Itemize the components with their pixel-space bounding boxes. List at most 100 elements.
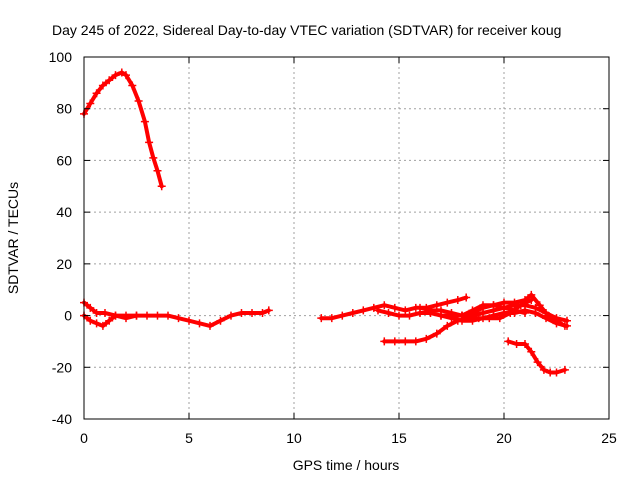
data-point (395, 311, 403, 320)
data-point (416, 303, 424, 312)
data-point (437, 311, 445, 320)
data-point (401, 306, 410, 315)
data-point (98, 321, 107, 330)
data-point (479, 303, 487, 312)
data-point (432, 301, 441, 310)
data-point (380, 337, 389, 346)
series-arc-8 (458, 290, 569, 330)
data-point (86, 316, 95, 325)
data-point (327, 314, 336, 323)
data-point (552, 368, 561, 377)
data-point (145, 138, 154, 147)
data-point (447, 314, 456, 323)
series-arc-3 (80, 311, 141, 330)
data-point (468, 308, 477, 317)
data-point (111, 71, 120, 80)
data-point (552, 319, 561, 328)
data-point (458, 316, 466, 325)
data-point (174, 314, 183, 323)
data-point (489, 311, 498, 320)
data-point (531, 308, 540, 317)
data-point (432, 329, 441, 338)
axis-ticks: 0 5 10 15 20 25 -40 -20 0 20 40 60 80 100 (49, 49, 617, 446)
data-point (390, 303, 399, 312)
data-point (338, 311, 347, 320)
data-point (422, 334, 431, 343)
data-point (500, 308, 508, 317)
y-tick-label: -40 (52, 411, 72, 427)
data-point (105, 316, 114, 325)
data-point (227, 311, 235, 320)
data-point (134, 96, 143, 105)
data-point (317, 314, 326, 323)
data-point (359, 306, 368, 315)
data-point (390, 337, 399, 346)
series-arc-2 (80, 298, 273, 330)
data-point (468, 316, 477, 325)
y-tick-label: 40 (56, 204, 72, 220)
data-point (426, 306, 435, 315)
y-tick-label: 60 (56, 152, 72, 168)
data-point (105, 76, 114, 85)
data-point (164, 311, 172, 320)
data-point (111, 311, 120, 320)
series-arc-9 (437, 306, 571, 330)
data-point (443, 321, 452, 330)
y-tick-label: 80 (56, 101, 72, 117)
data-point (86, 303, 95, 312)
data-point (122, 71, 130, 80)
data-point (92, 319, 101, 328)
y-tick-label: 0 (64, 308, 72, 324)
y-tick-label: 20 (56, 256, 72, 272)
data-point (237, 308, 246, 317)
data-point (92, 308, 101, 317)
data-point (369, 303, 378, 312)
data-point (101, 308, 109, 317)
data-point (374, 306, 382, 315)
data-point (143, 311, 151, 320)
data-point (380, 301, 389, 310)
data-point (527, 347, 536, 356)
data-point (117, 68, 126, 77)
data-point (140, 117, 149, 126)
data-point (533, 358, 542, 367)
data-series (80, 68, 571, 377)
data-point (348, 308, 357, 317)
data-point (539, 365, 548, 374)
data-point (510, 308, 519, 317)
data-point (264, 306, 273, 315)
data-point (504, 337, 513, 346)
y-axis-label: SDTVAR / TECUs (5, 182, 21, 294)
data-point (248, 308, 256, 317)
data-point (132, 311, 141, 320)
data-point (535, 301, 544, 310)
y-tick-label: 100 (49, 49, 73, 65)
series-arc-10 (504, 337, 569, 377)
data-point (98, 81, 107, 90)
data-point (157, 182, 166, 191)
data-point (195, 319, 204, 328)
grid-lines (84, 57, 609, 419)
plot-frame (83, 56, 610, 420)
series-line (82, 70, 164, 189)
data-point (92, 89, 101, 98)
data-point (401, 337, 410, 346)
data-point (258, 308, 267, 317)
x-tick-label: 0 (80, 430, 88, 446)
data-point (149, 153, 158, 162)
data-point (453, 296, 462, 305)
data-point (521, 340, 529, 349)
chart-title: Day 245 of 2022, Sidereal Day-to-day VTE… (52, 22, 561, 38)
x-tick-label: 15 (391, 430, 407, 446)
x-tick-label: 10 (286, 430, 302, 446)
data-point (153, 311, 162, 320)
data-point (542, 314, 550, 323)
data-point (512, 340, 521, 349)
data-point (500, 298, 508, 307)
series-arc-1 (80, 68, 166, 191)
x-tick-label: 25 (601, 430, 617, 446)
data-point (185, 316, 193, 325)
data-point (479, 314, 487, 323)
data-point (384, 308, 393, 317)
